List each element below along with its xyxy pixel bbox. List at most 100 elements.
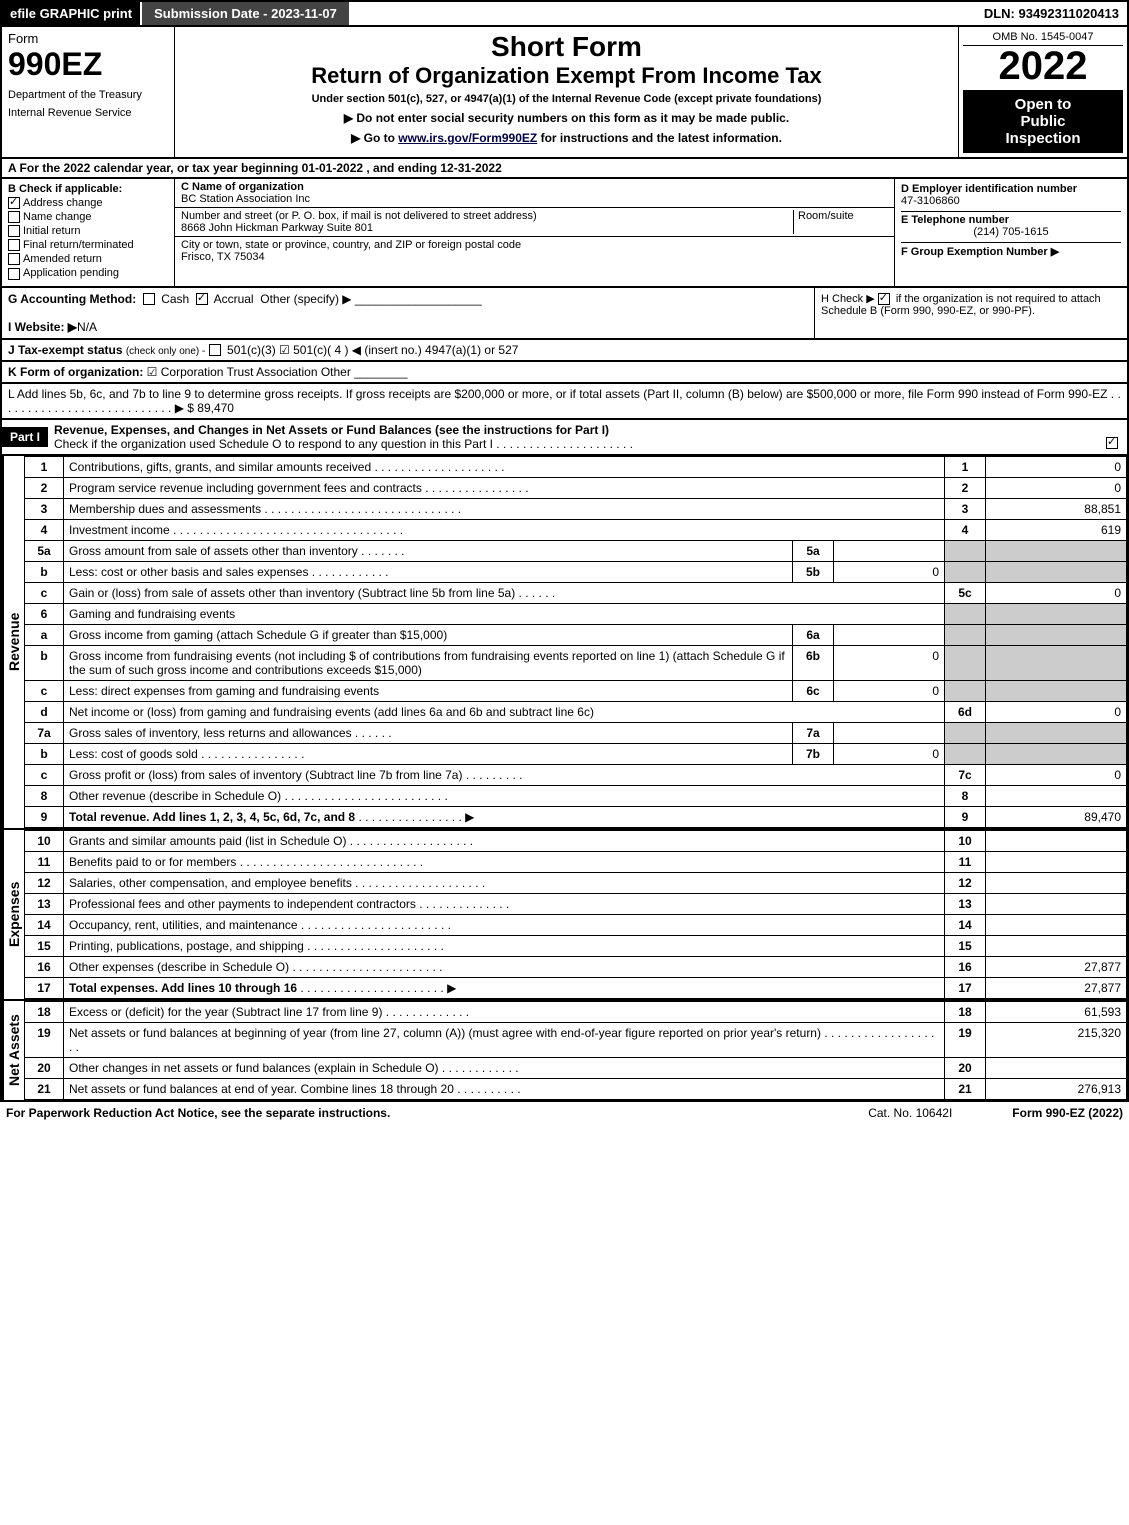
line-value: 0 [986, 456, 1127, 477]
check-final-return[interactable]: Final return/terminated [8, 239, 168, 251]
line-num: 10 [25, 830, 64, 851]
line-14: 14 Occupancy, rent, utilities, and maint… [25, 914, 1127, 935]
line-num: 8 [25, 785, 64, 806]
grey-cell [945, 722, 986, 743]
l-text: L Add lines 5b, 6c, and 7b to line 9 to … [8, 387, 1107, 401]
line-rnum: 20 [945, 1057, 986, 1078]
footer-mid: Cat. No. 10642I [868, 1106, 952, 1120]
check-initial-return[interactable]: Initial return [8, 225, 168, 237]
line-num: 5a [25, 540, 64, 561]
checkbox-icon [143, 293, 155, 305]
line-value: 0 [986, 701, 1127, 722]
grey-cell [945, 561, 986, 582]
line-desc: Gross income from fundraising events (no… [69, 649, 356, 663]
submission-date: Submission Date - 2023-11-07 [140, 2, 351, 25]
line-rnum: 4 [945, 519, 986, 540]
line-num: c [25, 582, 64, 603]
header-center: Short Form Return of Organization Exempt… [175, 27, 958, 157]
tel-label: E Telephone number [901, 214, 1009, 226]
line-10: 10 Grants and similar amounts paid (list… [25, 830, 1127, 851]
line-num: 2 [25, 477, 64, 498]
line-value: 619 [986, 519, 1127, 540]
mid-num: 7b [793, 743, 834, 764]
line-rnum: 19 [945, 1022, 986, 1057]
checkbox-icon [209, 344, 221, 356]
line-21: 21 Net assets or fund balances at end of… [25, 1078, 1127, 1099]
open-line3: Inspection [967, 130, 1119, 147]
line-rnum: 7c [945, 764, 986, 785]
check-name-change[interactable]: Name change [8, 211, 168, 223]
line-19: 19 Net assets or fund balances at beginn… [25, 1022, 1127, 1057]
line-desc: Grants and similar amounts paid (list in… [69, 834, 346, 848]
netassets-vert-label: Net Assets [2, 1001, 24, 1100]
line-num: 7a [25, 722, 64, 743]
page-footer: For Paperwork Reduction Act Notice, see … [0, 1102, 1129, 1124]
website-value: N/A [77, 320, 97, 334]
j-opts: 501(c)(3) ☑ 501(c)( 4 ) ◀ (insert no.) 4… [227, 343, 518, 357]
tel-value: (214) 705-1615 [901, 226, 1121, 238]
grey-cell [945, 743, 986, 764]
section-k: K Form of organization: ☑ Corporation Tr… [0, 362, 1129, 384]
instruction-ssn: ▶ Do not enter social security numbers o… [179, 111, 954, 125]
line-rnum: 2 [945, 477, 986, 498]
checkbox-icon [8, 239, 20, 251]
line-6c: c Less: direct expenses from gaming and … [25, 680, 1127, 701]
mid-num: 6a [793, 624, 834, 645]
section-gh: G Accounting Method: Cash Accrual Other … [0, 288, 1129, 340]
line-desc: Benefits paid to or for members [69, 855, 236, 869]
tax-year: 2022 [963, 46, 1123, 86]
check-address-change[interactable]: Address change [8, 197, 168, 209]
line-value [986, 830, 1127, 851]
line-num: 15 [25, 935, 64, 956]
check-label: Name change [23, 211, 92, 223]
line-value: 89,470 [986, 806, 1127, 827]
checkbox-icon [196, 293, 208, 305]
line-num: b [25, 645, 64, 680]
line-desc: Membership dues and assessments [69, 502, 261, 516]
check-application-pending[interactable]: Application pending [8, 267, 168, 279]
line-num: 12 [25, 872, 64, 893]
mid-value [834, 624, 945, 645]
dln-label: DLN: 93492311020413 [976, 2, 1127, 25]
org-address: 8668 John Hickman Parkway Suite 801 [181, 222, 373, 234]
line-3: 3 Membership dues and assessments . . . … [25, 498, 1127, 519]
other-label: Other (specify) ▶ [260, 292, 351, 306]
line-desc: Printing, publications, postage, and shi… [69, 939, 304, 953]
checkbox-icon [8, 253, 20, 265]
org-name-row: C Name of organization BC Station Associ… [175, 179, 894, 208]
k-opts: ☑ Corporation Trust Association Other [147, 365, 351, 379]
line-num: 16 [25, 956, 64, 977]
line-desc: Other revenue (describe in Schedule O) [69, 789, 281, 803]
mid-num: 6c [793, 680, 834, 701]
check-amended[interactable]: Amended return [8, 253, 168, 265]
line-20: 20 Other changes in net assets or fund b… [25, 1057, 1127, 1078]
line-value [986, 872, 1127, 893]
line-value [986, 935, 1127, 956]
mid-num: 5b [793, 561, 834, 582]
line-num: 11 [25, 851, 64, 872]
line-desc: Total expenses. Add lines 10 through 16 [69, 981, 297, 995]
line-rnum: 14 [945, 914, 986, 935]
line-desc: Net income or (loss) from gaming and fun… [64, 701, 945, 722]
line-desc: Net assets or fund balances at beginning… [69, 1026, 821, 1040]
line-5a: 5a Gross amount from sale of assets othe… [25, 540, 1127, 561]
efile-label[interactable]: efile GRAPHIC print [2, 2, 140, 25]
grey-cell [986, 561, 1127, 582]
org-name: BC Station Association Inc [181, 193, 310, 205]
h-text1: H Check ▶ [821, 293, 875, 305]
ein-value: 47-3106860 [901, 195, 960, 207]
line-6d: d Net income or (loss) from gaming and f… [25, 701, 1127, 722]
line-1: 1 Contributions, gifts, grants, and simi… [25, 456, 1127, 477]
org-address-row: Number and street (or P. O. box, if mail… [175, 208, 894, 237]
grey-cell [945, 624, 986, 645]
grey-cell [986, 645, 1127, 680]
mid-value: 0 [834, 561, 945, 582]
check-label: Address change [23, 197, 103, 209]
line-6a: a Gross income from gaming (attach Sched… [25, 624, 1127, 645]
line-num: 1 [25, 456, 64, 477]
grey-cell [945, 680, 986, 701]
expenses-section: Expenses 10 Grants and similar amounts p… [0, 830, 1129, 1001]
line-9: 9 Total revenue. Add lines 1, 2, 3, 4, 5… [25, 806, 1127, 827]
mid-value [834, 722, 945, 743]
irs-link[interactable]: www.irs.gov/Form990EZ [398, 131, 537, 145]
